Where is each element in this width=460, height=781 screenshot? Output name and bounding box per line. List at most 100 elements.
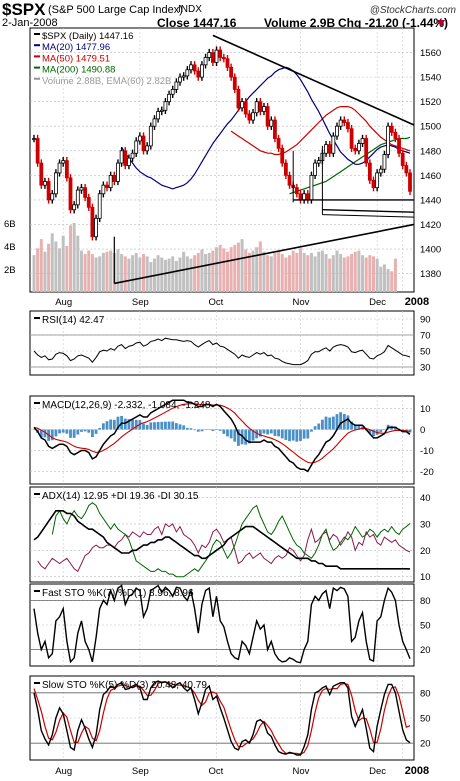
- volume-bar: [364, 257, 368, 292]
- volume-bar: [353, 251, 357, 292]
- price-candle: [408, 172, 412, 192]
- price-candle: [116, 162, 120, 182]
- price-candle: [236, 88, 241, 109]
- macd-histogram-bar: [277, 429, 280, 437]
- price-candle: [137, 135, 142, 142]
- rsi-tick-label: 70: [420, 331, 431, 342]
- price-candle: [79, 187, 84, 191]
- volume-bar: [204, 254, 208, 292]
- volume-bar: [185, 256, 189, 292]
- volume-bar: [390, 271, 394, 292]
- slow-sto-d-line: [33, 681, 411, 755]
- price-candle: [316, 160, 321, 164]
- price-candle: [90, 206, 95, 238]
- volume-bar: [39, 239, 43, 292]
- fast-sto-label: Fast STO %K(7) %D(1) 8.96, 8.96: [42, 588, 194, 599]
- macd-histogram-bar: [280, 429, 284, 439]
- macd-histogram-bar: [58, 429, 61, 434]
- volume-bar: [306, 255, 310, 292]
- volume-bar: [131, 255, 135, 292]
- month-label-bottom: Sep: [132, 766, 149, 777]
- price-candle: [324, 144, 328, 154]
- volume-bar: [313, 256, 317, 292]
- legend-entry: MA(200) 1490.88: [42, 65, 115, 76]
- macd-histogram-bar: [328, 417, 332, 430]
- volume-bar: [83, 254, 87, 292]
- macd-histogram-bar: [50, 429, 54, 441]
- volume-bar: [196, 252, 200, 292]
- volume-bar: [200, 249, 204, 292]
- macd-histogram-bar: [320, 419, 324, 430]
- price-candle: [389, 125, 394, 133]
- volume-bar: [79, 250, 83, 292]
- macd-histogram-bar: [153, 422, 156, 430]
- volume-bar: [273, 252, 277, 292]
- price-candle: [174, 81, 179, 90]
- macd-histogram-bar: [101, 423, 105, 430]
- price-candle: [367, 162, 372, 181]
- price-candle: [101, 184, 106, 195]
- volume-tick-label: 4B: [4, 242, 16, 253]
- macd-histogram-bar: [200, 429, 204, 432]
- rsi-tick-label: 30: [420, 363, 431, 374]
- support-trendline: [114, 223, 415, 285]
- macd-histogram-bar: [226, 429, 229, 437]
- volume-bar: [291, 250, 295, 292]
- change-value: Chg -21.20 (-1.44%): [338, 16, 449, 30]
- price-candle: [200, 64, 204, 78]
- macd-histogram-bar: [76, 429, 80, 435]
- volume-bar: [163, 259, 167, 292]
- macd-signal-line: [33, 403, 411, 464]
- macd-histogram-bar: [339, 412, 343, 430]
- price-candle: [86, 197, 91, 208]
- volume-bar: [331, 255, 335, 292]
- month-label: Dec: [369, 297, 386, 308]
- price-candle: [170, 88, 175, 95]
- minus-di-line: [51, 502, 411, 578]
- macd-tick-label: -20: [420, 467, 434, 478]
- volume-bar: [266, 255, 270, 292]
- price-candle: [386, 125, 390, 155]
- volume-bar: [335, 250, 339, 292]
- month-label-bottom: 2008: [405, 765, 429, 777]
- volume-bar: [189, 258, 193, 292]
- fast-sto-tick-label: 50: [420, 621, 431, 632]
- slow-sto-label: Slow STO %K(5) %D(3) 20.48, 40.79: [42, 680, 207, 691]
- volume-bar: [375, 258, 379, 292]
- price-candle: [218, 49, 223, 58]
- macd-tick-label: -10: [420, 446, 434, 457]
- macd-histogram-bar: [211, 429, 215, 432]
- price-candle: [163, 101, 168, 111]
- price-tick-label: 1380: [420, 269, 441, 280]
- stockcharts-logo[interactable]: @StockCharts.com: [369, 5, 456, 16]
- price-candle: [338, 119, 343, 127]
- macd-histogram-bar: [80, 429, 83, 432]
- macd-histogram-bar: [65, 429, 69, 434]
- volume-bar: [120, 254, 124, 292]
- volume-bar: [346, 256, 350, 292]
- legend-swatch: [34, 402, 40, 404]
- ma20-line: [121, 66, 411, 190]
- macd-label: MACD(12,26,9) -2.332, -1.084, -1.248: [42, 400, 211, 411]
- price-candle: [141, 135, 146, 152]
- volume-bar: [277, 251, 281, 292]
- macd-histogram-bar: [229, 429, 233, 439]
- price-candle: [265, 106, 270, 127]
- macd-histogram-bar: [83, 429, 87, 432]
- horizontal-support-2: [322, 209, 415, 213]
- price-candle: [57, 162, 62, 174]
- macd-histogram-bar: [43, 429, 47, 438]
- price-candle: [221, 57, 226, 60]
- macd-histogram-bar: [258, 429, 262, 437]
- month-label-bottom: Dec: [369, 766, 386, 777]
- price-candle: [269, 119, 274, 127]
- volume-bar: [324, 254, 328, 292]
- price-candle: [346, 122, 350, 130]
- volume-bar: [76, 235, 80, 292]
- volume-bar: [386, 269, 390, 292]
- macd-histogram-bar: [174, 423, 178, 430]
- volume-bar: [87, 250, 91, 292]
- price-tick-label: 1540: [420, 73, 441, 84]
- volume-bar: [61, 235, 65, 292]
- adx-label: ADX(14) 12.95 +DI 19.36 -DI 30.15: [42, 491, 199, 502]
